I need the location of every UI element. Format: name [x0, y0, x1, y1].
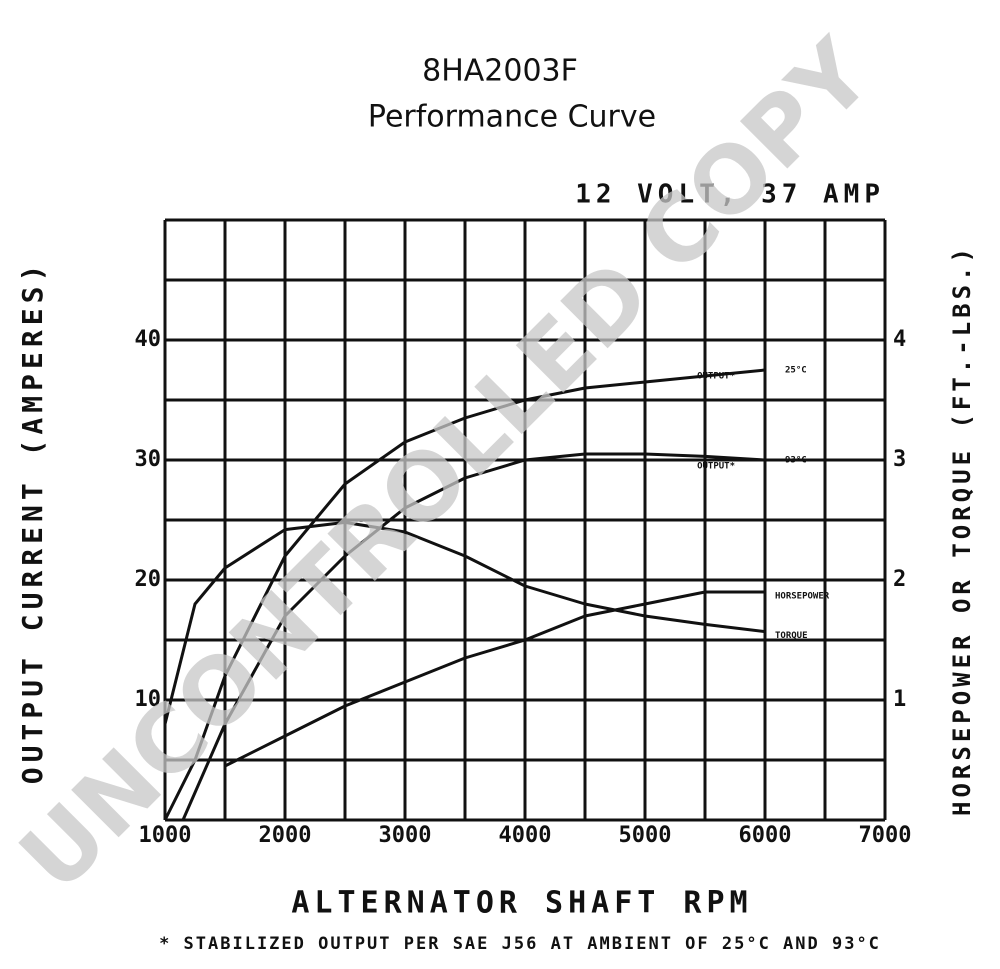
y2-tick-label: 4 [893, 327, 906, 352]
y2-axis-label: HORSEPOWER OR TORQUE (FT.-LBS.) [948, 244, 976, 816]
data-line [163, 520, 766, 725]
y2-tick-label: 3 [893, 447, 906, 472]
x-tick-label: 3000 [379, 823, 432, 848]
curve-label: OUTPUT* [697, 372, 735, 382]
x-tick-label: 7000 [859, 823, 912, 848]
curve-label: OUTPUT* [697, 462, 735, 472]
y2-tick-label: 2 [893, 567, 906, 592]
y-axis-label: OUTPUT CURRENT (AMPERES) [16, 260, 49, 785]
curve-label: TORQUE [775, 631, 808, 641]
x-tick-label: 4000 [499, 823, 552, 848]
chart-subtitle: Performance Curve [368, 100, 656, 135]
chart-title: 8HA2003F [422, 54, 578, 89]
x-tick-label: 6000 [739, 823, 792, 848]
x-tick-label: 1000 [139, 823, 192, 848]
curve-label-temp: 25°C [785, 366, 807, 376]
y2-tick-label: 1 [893, 687, 906, 712]
x-tick-label: 2000 [259, 823, 312, 848]
data-line [163, 368, 766, 821]
rating: 12 VOLT, 37 AMP [575, 180, 885, 210]
data-line [224, 590, 765, 768]
curve-label-temp: 93°C [785, 456, 807, 466]
y-tick-label: 10 [135, 687, 162, 712]
x-axis-label: ALTERNATOR SHAFT RPM [291, 886, 752, 921]
data-line [181, 452, 766, 821]
y-tick-label: 30 [135, 447, 162, 472]
y-tick-label: 20 [135, 567, 162, 592]
x-tick-label: 5000 [619, 823, 672, 848]
plot-area: 1000 2000 3000 4000 5000 6000 7000 10 20 30 40 1 2 3 4… [135, 218, 912, 848]
footnote: * STABILIZED OUTPUT PER SAE J56 AT AMBIE… [159, 934, 881, 954]
y-tick-label: 40 [135, 327, 162, 352]
curve-label: HORSEPOWER [775, 592, 830, 602]
